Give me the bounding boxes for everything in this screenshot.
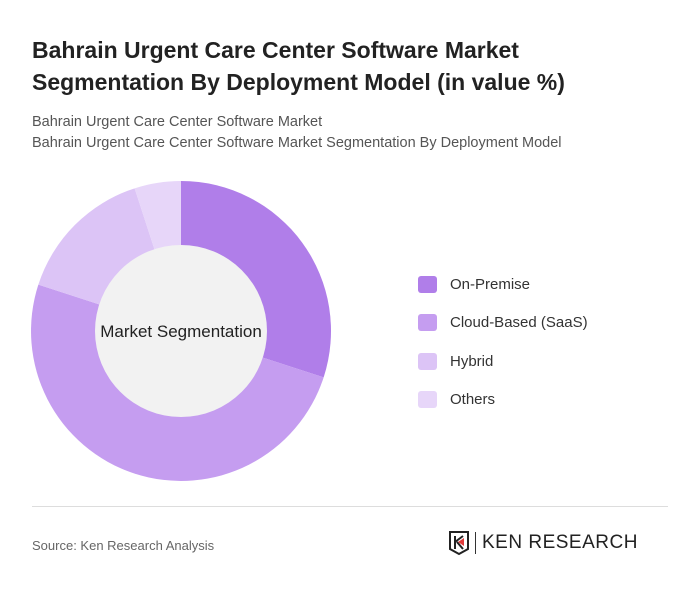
chart-subtitle: Bahrain Urgent Care Center Software Mark…: [32, 114, 323, 130]
legend-item-hybrid: Hybrid: [418, 342, 588, 381]
legend-item-cloud-based: Cloud-Based (SaaS): [418, 304, 588, 343]
legend-label: On-Premise: [450, 275, 531, 293]
chart-title: Bahrain Urgent Care Center Software Mark…: [32, 37, 565, 95]
logo-text: KEN RESEARCH: [482, 532, 638, 553]
divider: [32, 506, 668, 507]
legend-item-others: Others: [418, 381, 588, 420]
legend-swatch: [418, 275, 437, 293]
legend: On-Premise Cloud-Based (SaaS) Hybrid Oth…: [418, 265, 588, 419]
chart-subtitle-2: Bahrain Urgent Care Center Software Mark…: [32, 135, 562, 151]
legend-swatch: [418, 314, 437, 332]
legend-swatch: [418, 352, 437, 370]
source-note: Source: Ken Research Analysis: [32, 538, 215, 553]
legend-label: Hybrid: [450, 352, 494, 370]
legend-label: Others: [450, 391, 496, 409]
legend-item-on-premise: On-Premise: [418, 265, 588, 304]
donut-chart: Market Segmentation: [31, 181, 332, 481]
legend-label: Cloud-Based (SaaS): [450, 314, 588, 332]
ken-research-logo: KEN RESEARCH: [448, 530, 638, 556]
ken-logo-icon: [449, 531, 469, 556]
donut-hole: [95, 245, 267, 417]
center-label: Market Segmentation: [100, 322, 262, 341]
legend-swatch: [418, 391, 437, 409]
